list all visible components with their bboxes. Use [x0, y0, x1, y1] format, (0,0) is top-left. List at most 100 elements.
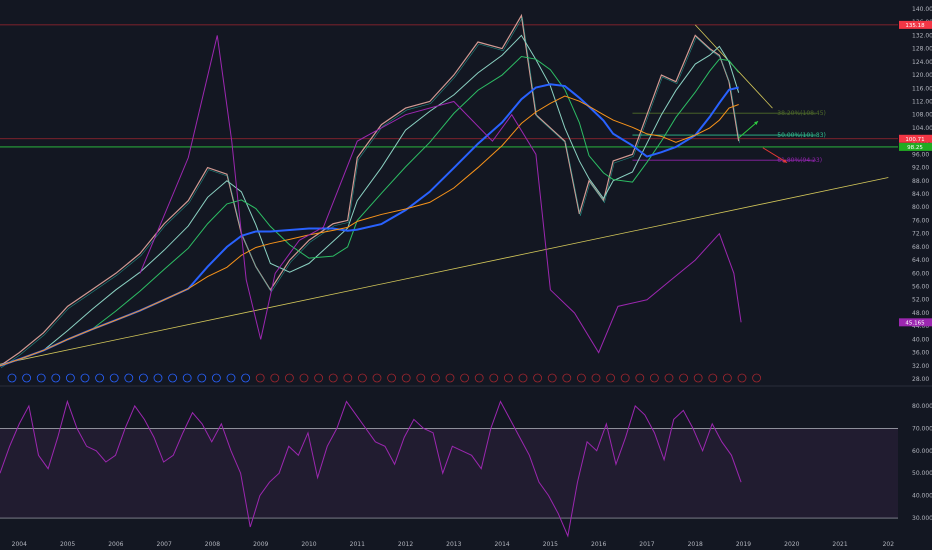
- event-marker-icon: [197, 373, 207, 383]
- price-y-tick-label: 92.00: [912, 165, 929, 172]
- event-marker-icon: [401, 373, 411, 383]
- event-marker-icon: [679, 373, 688, 383]
- price-y-tick-label: 112.00: [912, 98, 932, 105]
- event-marker-icon: [737, 373, 747, 383]
- price-panel: 28.00 32.00 36.00 40.00 44.00 48.00 52.00 56.00…: [0, 6, 932, 383]
- price-y-tick-label: 40.00: [912, 336, 929, 343]
- event-marker-icon: [635, 373, 645, 383]
- event-marker-icon: [620, 373, 630, 383]
- price-tag-box: [899, 318, 932, 327]
- price-y-tick-label: 52.00: [912, 297, 929, 304]
- price-y-tick-label: 120.00: [912, 72, 932, 79]
- event-markers-row: [7, 373, 761, 383]
- event-marker-icon: [255, 373, 265, 383]
- event-marker-icon: [357, 373, 367, 383]
- price-y-tick-label: 80.00: [912, 204, 929, 211]
- x-tick-label: 2018: [688, 541, 703, 548]
- event-marker-icon: [138, 373, 148, 383]
- x-tick-label: 2008: [205, 541, 220, 548]
- event-marker-icon: [693, 373, 703, 383]
- x-tick-label: 2021: [832, 541, 847, 548]
- price-y-tick-label: 84.00: [912, 191, 929, 198]
- event-marker-icon: [474, 373, 484, 383]
- event-marker-icon: [80, 373, 90, 383]
- event-marker-icon: [650, 373, 659, 383]
- oscillator-panel: 30.0000 40.0000 50.0000 60.0000 70.0000 80.00…: [0, 399, 932, 538]
- event-marker-icon: [66, 373, 75, 383]
- price-tag-box: [899, 20, 932, 29]
- event-marker-icon: [460, 373, 470, 383]
- event-marker-icon: [518, 373, 528, 383]
- price-tag-box: [899, 134, 932, 143]
- oscillator-band-fill: [0, 428, 898, 519]
- x-tick-label: 202: [883, 541, 895, 548]
- fib-level-label: 50.00%(101.83): [777, 132, 826, 139]
- event-marker-icon: [328, 373, 338, 383]
- price-y-tick-label: 88.00: [912, 178, 929, 185]
- x-tick-label: 2012: [398, 541, 413, 548]
- event-marker-icon: [489, 373, 499, 383]
- price-tag-label: 45.165: [905, 320, 925, 326]
- price-y-tick-label: 140.00: [912, 6, 932, 13]
- price-y-tick-label: 128.00: [912, 46, 932, 53]
- event-marker-icon: [387, 373, 397, 383]
- price-tag-box: [899, 142, 932, 151]
- event-marker-icon: [708, 373, 718, 383]
- event-marker-icon: [503, 373, 513, 383]
- trendline: [0, 177, 889, 365]
- price-y-tick-label: 56.00: [912, 284, 929, 291]
- price-y-tick-label: 116.00: [912, 85, 932, 92]
- x-tick-label: 2017: [639, 541, 654, 548]
- event-marker-icon: [182, 373, 192, 383]
- event-marker-icon: [36, 373, 46, 383]
- x-tick-label: 2015: [543, 541, 558, 548]
- oscillator-y-tick-label: 60.0000: [912, 448, 932, 455]
- annotation-arrow: [738, 120, 759, 139]
- price-tag-label: 100.71: [905, 137, 924, 143]
- event-marker-icon: [752, 373, 761, 383]
- event-marker-icon: [606, 373, 615, 383]
- event-marker-icon: [22, 373, 32, 383]
- event-marker-icon: [343, 373, 353, 383]
- event-marker-icon: [270, 373, 280, 383]
- price-series-shadow-line: [0, 16, 740, 369]
- annotation-arrow: [762, 147, 788, 164]
- annotation-arrow-head: [782, 159, 787, 163]
- moving-average-line: [0, 56, 740, 367]
- event-marker-icon: [241, 373, 251, 383]
- event-marker-icon: [299, 373, 309, 383]
- price-tag-label: 135.18: [905, 23, 925, 29]
- event-marker-icon: [109, 373, 119, 383]
- x-tick-label: 2007: [157, 541, 172, 548]
- price-y-tick-label: 64.00: [912, 257, 929, 264]
- price-y-tick-label: 36.00: [912, 350, 929, 357]
- x-tick-label: 2010: [301, 541, 316, 548]
- comparison-series-line: [139, 35, 742, 354]
- event-marker-icon: [445, 373, 455, 383]
- x-tick-label: 2013: [446, 541, 461, 548]
- price-y-tick-label: 60.00: [912, 270, 929, 277]
- oscillator-y-tick-label: 80.0000: [912, 403, 932, 410]
- price-y-tick-label: 76.00: [912, 217, 929, 224]
- price-y-tick-label: 44.00: [912, 323, 929, 330]
- price-y-tick-label: 132.00: [912, 32, 932, 39]
- price-y-tick-label: 104.00: [912, 125, 932, 132]
- event-marker-icon: [7, 373, 17, 383]
- event-marker-icon: [372, 373, 382, 383]
- event-marker-icon: [153, 373, 163, 383]
- event-marker-icon: [95, 373, 104, 383]
- event-marker-icon: [430, 373, 440, 383]
- x-tick-label: 2004: [12, 541, 27, 548]
- event-marker-icon: [314, 373, 324, 383]
- event-marker-icon: [664, 373, 674, 383]
- event-marker-icon: [533, 373, 542, 383]
- oscillator-y-tick-label: 70.0000: [912, 425, 932, 432]
- x-tick-label: 2011: [350, 541, 365, 548]
- price-tag-label: 98.25: [907, 145, 923, 151]
- x-axis: 2004 2005 2006 2007 2008 2009 2010 2011 2012 2013…: [12, 541, 895, 548]
- event-marker-icon: [547, 373, 557, 383]
- x-tick-label: 2020: [784, 541, 799, 548]
- event-marker-icon: [124, 373, 134, 383]
- event-marker-icon: [51, 373, 61, 383]
